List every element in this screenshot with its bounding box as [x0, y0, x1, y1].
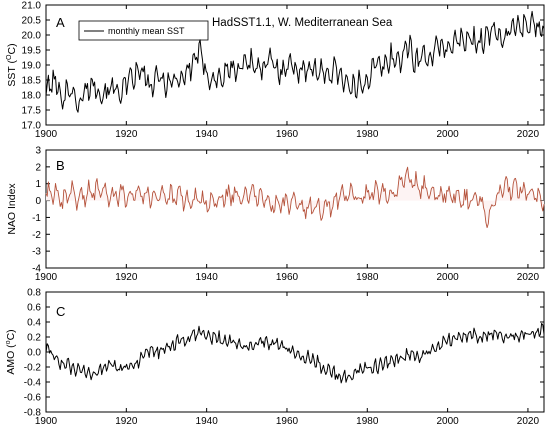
- series-line: [45, 10, 545, 113]
- panel-a-legend-box: [78, 20, 209, 41]
- panel-c: C AMO (oC) -0.8 -0.6 -0.4 -0.2 0.0 0.2 0.4 0.6 0…: [5, 288, 545, 427]
- xtick-label: 1940: [196, 129, 219, 140]
- panel-a-series: [45, 10, 545, 113]
- panel-b-xaxis: 1900 1920 1940 1960 1980 2000 2020: [35, 150, 540, 283]
- ytick-label: -0.2: [24, 363, 42, 374]
- xtick-label: 1960: [276, 272, 299, 283]
- xtick-label: 1960: [276, 129, 299, 140]
- panel-c-series: [45, 323, 545, 384]
- panel-a-legend: monthly mean SST: [78, 20, 209, 41]
- xtick-label: 1900: [35, 272, 58, 283]
- ytick-label: 21.0: [22, 1, 42, 12]
- xtick-label: 2020: [517, 416, 540, 427]
- ytick-label: 0.4: [27, 318, 41, 329]
- ytick-label: 0: [35, 196, 41, 207]
- series-line: [45, 323, 545, 384]
- xtick-label: 1940: [196, 416, 219, 427]
- xtick-label: 1980: [356, 416, 379, 427]
- panel-c-xaxis: 1900 1920 1940 1960 1980 2000 2020: [35, 292, 540, 427]
- xtick-label: 1900: [35, 416, 58, 427]
- xtick-label: 1920: [115, 129, 138, 140]
- xtick-label: 2000: [436, 416, 459, 427]
- ytick-label: 0.8: [27, 288, 41, 299]
- xtick-label: 2020: [517, 272, 540, 283]
- ytick-label: 18.0: [22, 91, 42, 102]
- panel-c-yaxis: -0.8 -0.6 -0.4 -0.2 0.0 0.2 0.4 0.6 0.8: [24, 288, 544, 419]
- ytick-label: 17.5: [22, 106, 42, 117]
- panel-a: A HadSST1.1, W. Mediterranean Sea monthl…: [6, 1, 545, 140]
- panel-b-frame: [45, 149, 545, 269]
- panel-b-ylabel: NAO Index: [6, 183, 18, 235]
- ytick-label: 19.0: [22, 61, 42, 72]
- ytick-label: 18.5: [22, 76, 42, 87]
- panel-a-yaxis: 17.0 17.5 18.0 18.5 19.0 19.5 20.0 20.5 21.0: [22, 1, 544, 132]
- panel-c-letter: C: [56, 304, 65, 319]
- xtick-label: 1920: [115, 416, 138, 427]
- ytick-label: 1: [35, 179, 41, 190]
- xtick-label: 2000: [436, 272, 459, 283]
- ytick-label: 19.5: [22, 46, 42, 57]
- xtick-label: 1980: [356, 129, 379, 140]
- ytick-label: -0.4: [24, 378, 42, 389]
- ytick-label: 0.2: [27, 333, 41, 344]
- ytick-label: 3: [35, 146, 41, 157]
- ytick-label: -1: [32, 213, 41, 224]
- panel-a-legend-label: monthly mean SST: [108, 26, 185, 36]
- panel-c-ylabel: AMO (oC): [5, 329, 17, 374]
- ytick-label: -3: [32, 247, 41, 258]
- ytick-label: -0.6: [24, 393, 42, 404]
- xtick-label: 2000: [436, 129, 459, 140]
- ytick-label: 17.0: [22, 121, 42, 132]
- ytick-label: 2: [35, 162, 41, 173]
- ytick-label: 0.6: [27, 303, 41, 314]
- ytick-label: 20.5: [22, 16, 42, 27]
- panel-a-xaxis: 1900 1920 1940 1960 1980 2000 2020: [35, 5, 540, 140]
- ytick-label: 0.0: [27, 348, 41, 359]
- panel-b-yaxis: -4 -3 -2 -1 0 1 2 3: [32, 146, 544, 275]
- panel-b: B NAO Index -4 -3 -2 -1 0 1 2 3 1900 1920 1940 196…: [6, 146, 545, 283]
- xtick-label: 1940: [196, 272, 219, 283]
- xtick-label: 1960: [276, 416, 299, 427]
- ytick-label: -2: [32, 230, 41, 241]
- series-line: [45, 166, 545, 229]
- panel-b-letter: B: [56, 158, 65, 173]
- panel-a-letter: A: [56, 15, 65, 30]
- ytick-label: 20.0: [22, 31, 42, 42]
- xtick-label: 1900: [35, 129, 58, 140]
- xtick-label: 2020: [517, 129, 540, 140]
- xtick-label: 1980: [356, 272, 379, 283]
- xtick-label: 1920: [115, 272, 138, 283]
- panel-a-title: HadSST1.1, W. Mediterranean Sea: [212, 17, 393, 29]
- ytick-label: -4: [32, 264, 41, 275]
- panel-b-series: [45, 166, 545, 229]
- panel-a-ylabel: SST (OC): [6, 43, 18, 86]
- ytick-label: -0.8: [24, 408, 42, 419]
